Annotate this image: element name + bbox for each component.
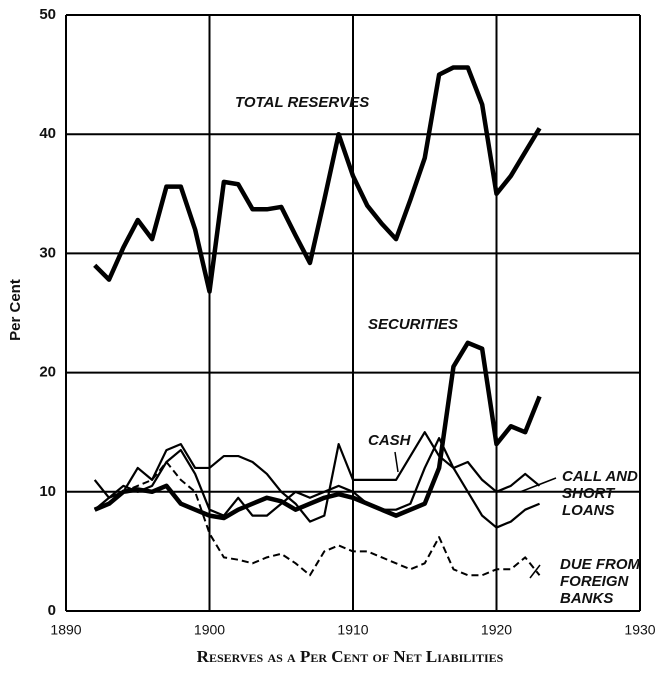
series-label: TOTAL RESERVES (235, 94, 370, 111)
series-label: SECURITIES (368, 316, 459, 333)
series-line (94, 461, 541, 577)
y-axis-title: Per Cent (7, 279, 24, 341)
series-label: CASH (368, 432, 411, 449)
annotation-arrow (394, 451, 399, 473)
x-tick-label: 1910 (337, 622, 368, 638)
series-line (93, 437, 540, 529)
y-tick-label: 20 (39, 364, 56, 381)
annotation-arrow (529, 564, 541, 579)
y-tick-label: 0 (48, 602, 56, 619)
x-tick-label: 1920 (481, 622, 512, 638)
series-line (93, 65, 542, 294)
y-tick-label: 40 (39, 125, 56, 142)
y-tick-label: 50 (39, 6, 56, 23)
y-tick-label: 10 (39, 483, 56, 500)
series-label: CALL AND SHORT LOANS (562, 468, 638, 519)
series-label: DUE FROM FOREIGN BANKS (560, 556, 640, 607)
series-line (93, 431, 541, 523)
series-line (93, 340, 542, 521)
x-tick-label: 1890 (50, 622, 81, 638)
x-axis-title: Reserves as a Per Cent of Net Liabilitie… (197, 647, 504, 666)
y-tick-label: 30 (39, 244, 56, 261)
x-tick-label: 1900 (194, 622, 225, 638)
x-tick-label: 1930 (624, 622, 655, 638)
